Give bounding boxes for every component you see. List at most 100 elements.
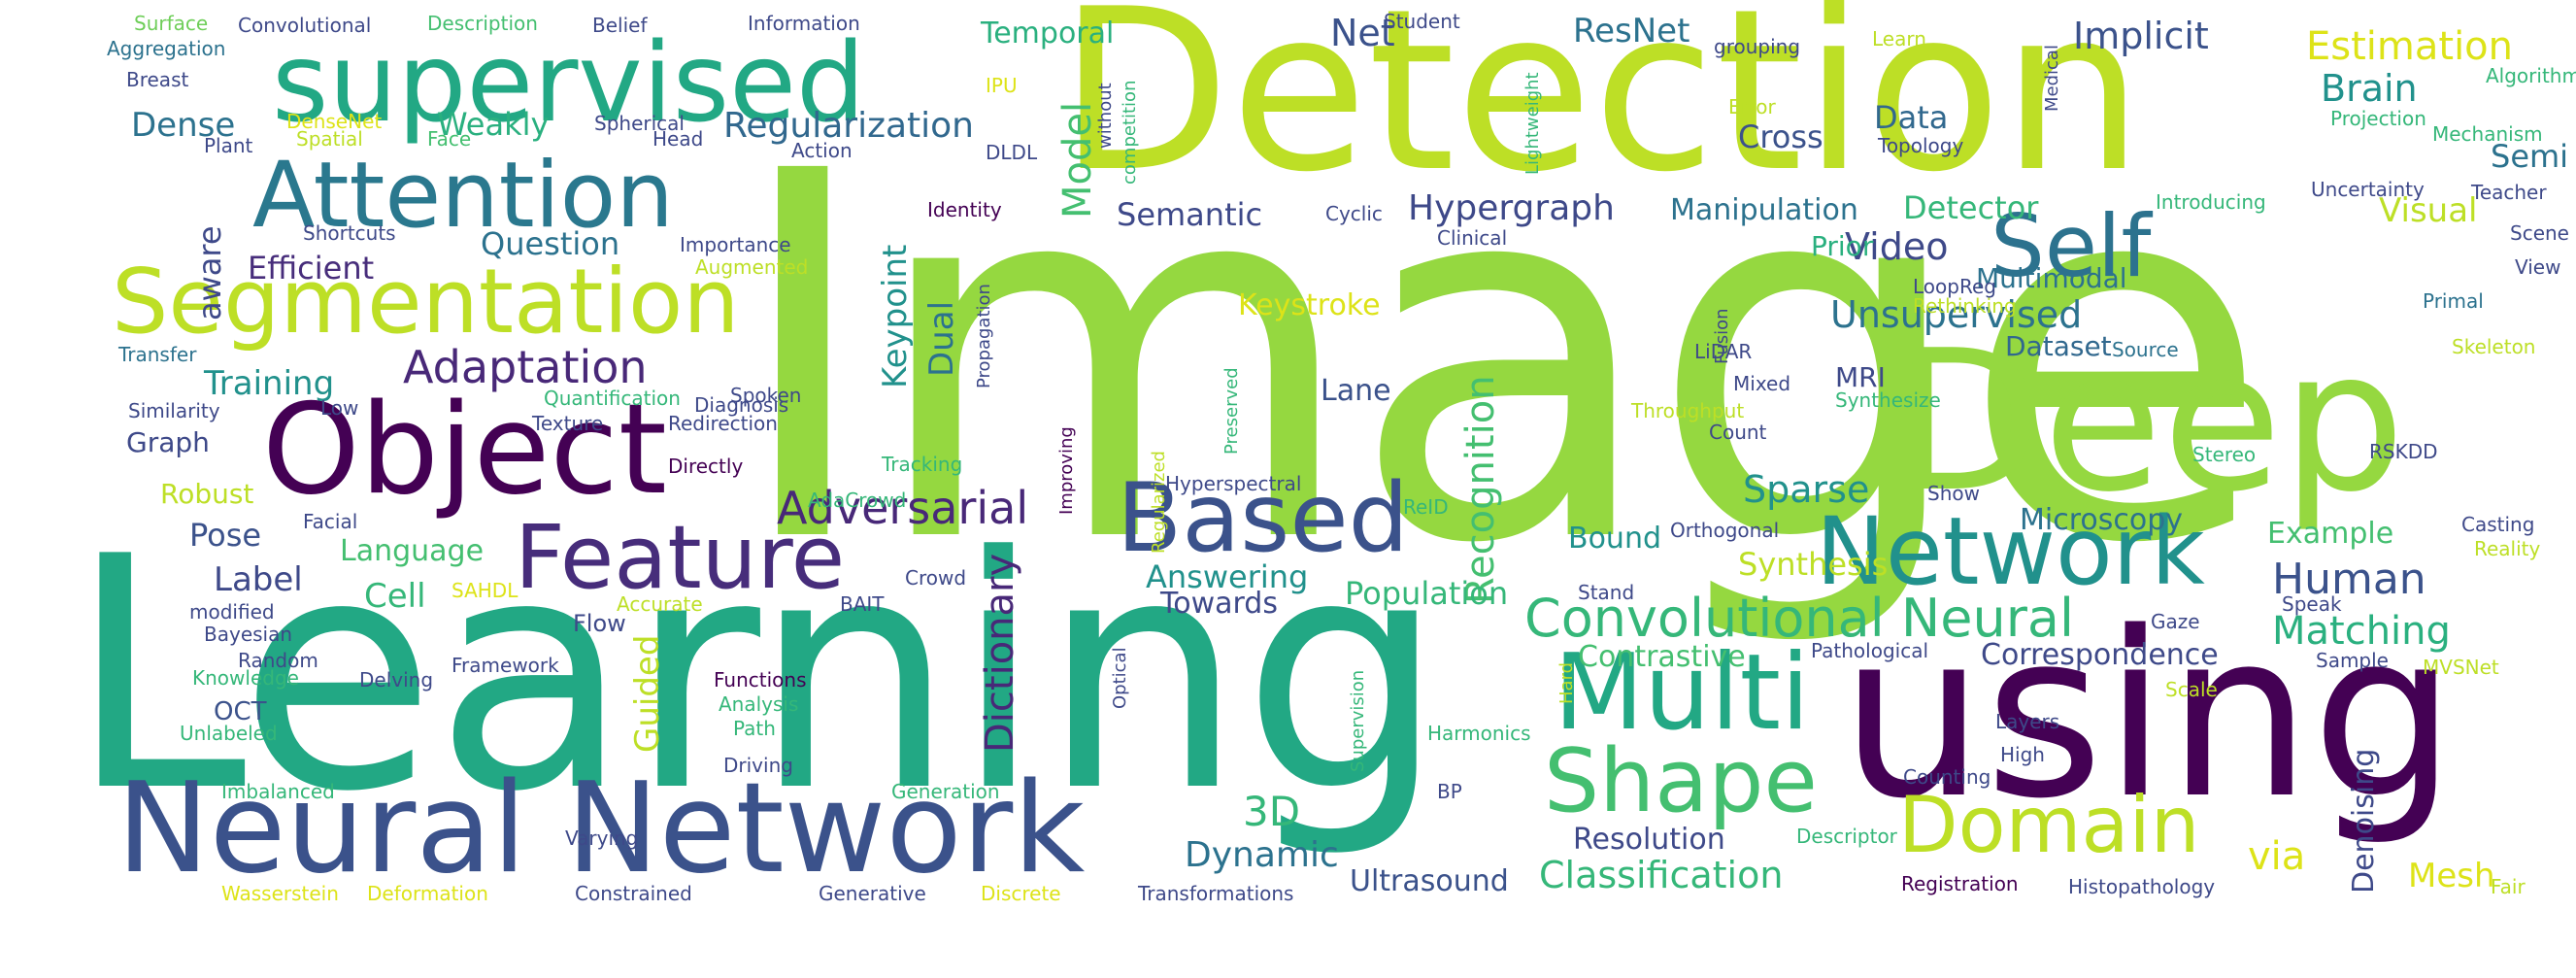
- word-improving: Improving: [1056, 426, 1077, 515]
- word-aggregation: Aggregation: [107, 37, 226, 60]
- word-rskdd: RSKDD: [2369, 440, 2438, 463]
- word-resolution: Resolution: [1573, 823, 1725, 857]
- word-based: Based: [1117, 463, 1409, 574]
- word-label: Label: [214, 560, 303, 599]
- word-pose: Pose: [189, 517, 262, 554]
- word-algorithm: Algorithm: [2486, 64, 2576, 87]
- word-supervised: supervised: [272, 20, 866, 147]
- word-throughput: Throughput: [1631, 399, 1745, 422]
- word-cell: Cell: [364, 577, 426, 616]
- word-framework: Framework: [452, 654, 559, 677]
- word-dictionary: Dictionary: [978, 553, 1022, 753]
- word-learn: Learn: [1872, 27, 1926, 51]
- word-cyclic: Cyclic: [1325, 202, 1383, 225]
- word-high: High: [2000, 743, 2045, 766]
- word-matching: Matching: [2272, 609, 2451, 654]
- word-student: Student: [1384, 10, 1460, 33]
- word-example: Example: [2267, 517, 2394, 551]
- word-fusion: Fusion: [1712, 308, 1732, 364]
- word-descriptor: Descriptor: [1796, 825, 1897, 848]
- word-answering: Answering: [1146, 558, 1309, 595]
- word-stand: Stand: [1578, 581, 1635, 604]
- word-stereo: Stereo: [2192, 443, 2257, 466]
- word-dldl: DLDL: [986, 141, 1038, 164]
- word-head: Head: [652, 127, 704, 151]
- word-varying: Varying: [565, 826, 639, 850]
- word-feature: Feature: [515, 507, 846, 609]
- word-recognition: Adversarial: [777, 482, 1029, 534]
- word-redirection: Redirection: [668, 412, 778, 435]
- word-hyperspectral: Hyperspectral: [1165, 472, 1302, 495]
- word-human: Human: [2272, 555, 2426, 604]
- word-segmentation: Segmentation: [112, 250, 740, 354]
- word-detection: Detection: [1058, 0, 2144, 221]
- word-counting: Counting: [1903, 765, 1991, 789]
- word-diagnosis: Diagnosis: [694, 393, 789, 417]
- word-bound: Bound: [1568, 522, 1662, 556]
- word-multi: Multi: [1554, 632, 1810, 754]
- word-optical: Optical: [1110, 647, 1130, 709]
- word-uncertainty: Uncertainty: [2311, 178, 2425, 201]
- word-adacrowd: AdaCrowd: [808, 489, 907, 512]
- word-scene: Scene: [2510, 221, 2569, 245]
- word-driving: Driving: [723, 754, 793, 777]
- word-mvsnet: MVSNet: [2423, 656, 2499, 679]
- word-texture: Texture: [532, 412, 604, 435]
- word-microscopy: Microscopy: [2020, 503, 2184, 537]
- word-self: Self: [1991, 196, 2152, 296]
- word-lane: Lane: [1321, 374, 1391, 408]
- word-registration: Registration: [1901, 872, 2019, 895]
- word-fair: Fair: [2491, 875, 2526, 898]
- word-casting: Casting: [2461, 513, 2535, 536]
- word-generative: Generative: [819, 882, 926, 905]
- word-correspondence: Correspondence: [1981, 638, 2219, 672]
- word-transfer: Transfer: [118, 343, 197, 366]
- word-mesh: Mesh: [2408, 857, 2495, 895]
- word-convolutional: Convolutional: [238, 14, 372, 37]
- word-loopreg: LoopReg: [1913, 275, 1996, 298]
- word-convolutional-neural: Convolutional Neural: [1524, 588, 2075, 649]
- word-projection: Projection: [2330, 107, 2426, 130]
- word-semantic: Semantic: [1117, 196, 1263, 233]
- word-lidar: LiDAR: [1694, 340, 1753, 363]
- word-plant: Plant: [204, 134, 253, 157]
- word-accurate: Accurate: [617, 592, 703, 616]
- word-action: Action: [791, 139, 853, 162]
- word-question: Question: [481, 225, 620, 262]
- word-view: View: [2515, 255, 2561, 279]
- word-gaze: Gaze: [2151, 610, 2200, 633]
- word-source: Source: [2112, 338, 2179, 361]
- word-keypoint: Keypoint: [876, 244, 915, 388]
- word-mri: MRI: [1835, 361, 1886, 393]
- word-dual: Dual: [922, 300, 961, 377]
- word-similarity: Similarity: [128, 399, 220, 422]
- word-unsupervised: Unsupervised: [1830, 293, 2083, 336]
- word-quantification: Quantification: [544, 387, 681, 410]
- word-show: Show: [1927, 482, 1980, 505]
- word-resnet: ResNet: [1573, 12, 1690, 51]
- word-robust: Robust: [160, 478, 254, 510]
- word-visual: Visual: [2379, 191, 2478, 230]
- word-histopathology: Histopathology: [2068, 875, 2216, 898]
- word-guided: Guided: [628, 634, 667, 753]
- word-aware: aware: [191, 225, 228, 320]
- word-domain: Domain: [1898, 780, 2200, 870]
- word-generation: Generation: [891, 780, 1000, 803]
- word-knowledge: Knowledge: [192, 666, 299, 690]
- word-unlabeled: Unlabeled: [180, 722, 278, 745]
- word-spherical: Spherical: [594, 112, 685, 135]
- word-pathological: Pathological: [1811, 639, 1929, 662]
- word-introducing: Introducing: [2156, 190, 2266, 214]
- word-facial: Facial: [303, 510, 358, 533]
- word-rethinking: Rethinking: [1913, 294, 2017, 318]
- word-dynamic: Dynamic: [1185, 835, 1339, 875]
- word-regularization: Regularization: [723, 106, 974, 146]
- word-adversarial: Recognition: [1458, 375, 1503, 604]
- word-language: Language: [340, 534, 485, 568]
- word-efficient: Efficient: [248, 250, 375, 287]
- word-neural-network: Neural Network: [117, 757, 1086, 901]
- word-detector: Detector: [1903, 189, 2039, 226]
- word-hypergraph: Hypergraph: [1408, 188, 1615, 228]
- word-sparse: Sparse: [1743, 468, 1870, 511]
